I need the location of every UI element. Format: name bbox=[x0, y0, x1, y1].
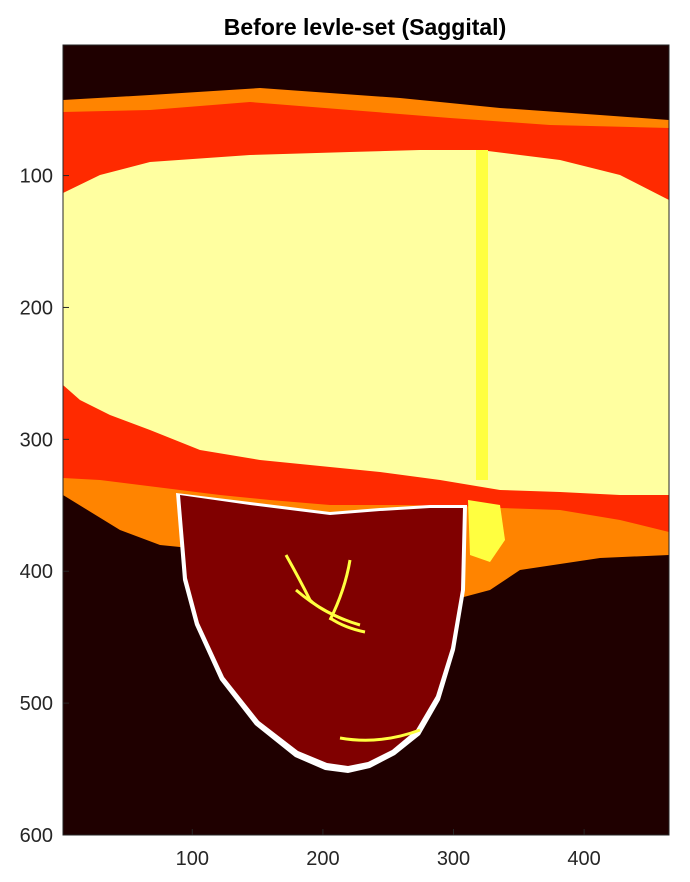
y-tick-label: 400 bbox=[20, 561, 53, 583]
x-tick-label: 100 bbox=[176, 848, 209, 870]
x-tick-label: 300 bbox=[437, 848, 470, 870]
chart-title: Before levle-set (Saggital) bbox=[223, 14, 507, 40]
y-tick-label: 300 bbox=[20, 429, 53, 451]
lower-lobe-region bbox=[180, 495, 463, 766]
vessel-line bbox=[295, 588, 361, 627]
x-axis: 100 200 300 400 bbox=[176, 829, 601, 870]
vessel-line bbox=[339, 728, 421, 742]
y-tick-label: 100 bbox=[20, 166, 53, 188]
y-tick-label: 600 bbox=[20, 825, 53, 847]
vessel-line bbox=[329, 616, 366, 634]
y-tick-label: 500 bbox=[20, 693, 53, 715]
y-axis: 100 200 300 400 500 600 bbox=[20, 166, 69, 847]
yellow-patch-region bbox=[468, 500, 505, 562]
vessel-line bbox=[328, 559, 352, 621]
yellow-strip-region bbox=[476, 150, 488, 480]
x-tick-label: 200 bbox=[306, 848, 339, 870]
upper-tissue-region bbox=[63, 150, 669, 495]
y-tick-label: 200 bbox=[20, 297, 53, 319]
axes-box bbox=[62, 44, 670, 836]
x-tick-label: 400 bbox=[567, 848, 600, 870]
plot-area bbox=[62, 44, 670, 836]
